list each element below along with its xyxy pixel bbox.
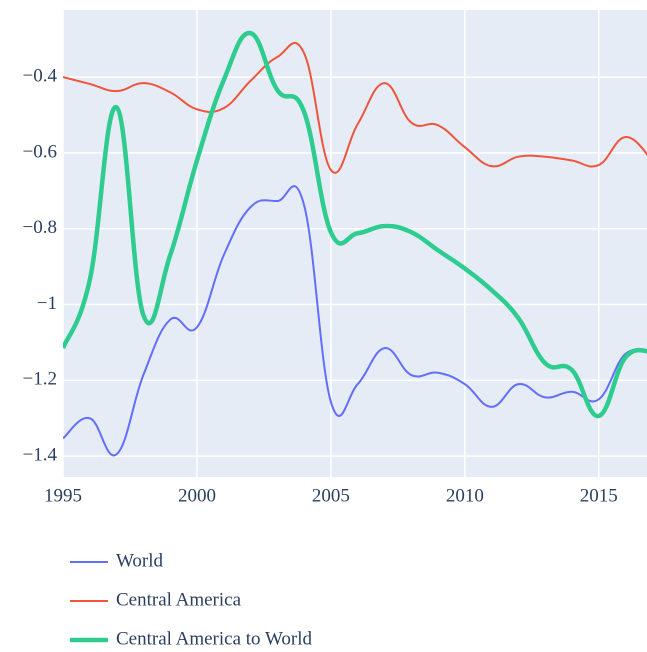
line [63,42,647,174]
x-tick-label: 2005 [312,485,350,506]
y-tick-label: −1.4 [23,445,58,466]
legend-label: Central America to World [116,628,312,649]
x-tick-label: 2010 [446,485,484,506]
y-tick-label: −1 [37,293,57,314]
y-tick-label: −0.6 [23,141,57,162]
line [63,185,647,457]
line [63,30,647,419]
plot-area [63,10,647,477]
y-tick-label: −0.4 [23,65,58,86]
legend-label: Central America [116,589,242,610]
legend-label: World [116,550,164,571]
x-tick-label: 2015 [580,485,618,506]
x-tick-label: 1995 [44,485,82,506]
y-tick-label: −1.2 [23,369,57,390]
y-tick-label: −0.8 [23,217,57,238]
x-tick-label: 2000 [178,485,216,506]
